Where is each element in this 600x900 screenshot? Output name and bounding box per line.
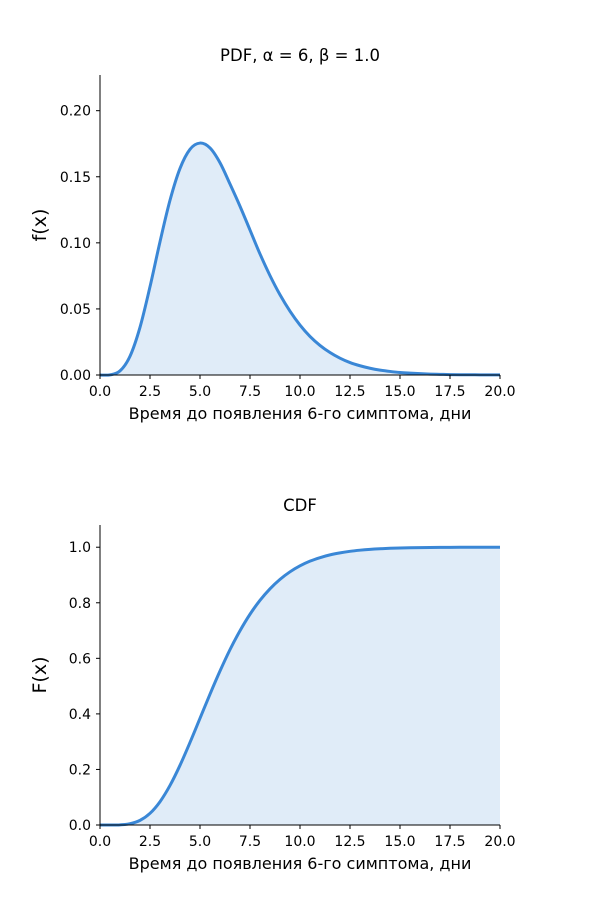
pdf-title: PDF, α = 6, β = 1.0 xyxy=(220,46,380,65)
cdf-x-tick-label: 5.0 xyxy=(189,834,211,850)
pdf-x-tick-label: 17.5 xyxy=(434,384,465,400)
pdf-y-tick-label: 0.05 xyxy=(60,302,91,318)
cdf-x-tick-label: 2.5 xyxy=(139,834,161,850)
cdf-x-tick-label: 7.5 xyxy=(239,834,261,850)
pdf-y-tick-label: 0.20 xyxy=(60,104,91,120)
pdf-x-tick-label: 2.5 xyxy=(139,384,161,400)
cdf-y-tick-label: 0.0 xyxy=(69,818,91,834)
cdf-x-tick-label: 0.0 xyxy=(89,834,111,850)
pdf-x-tick-label: 12.5 xyxy=(334,384,365,400)
pdf-x-tick-label: 15.0 xyxy=(384,384,415,400)
cdf-x-tick-label: 12.5 xyxy=(334,834,365,850)
cdf-y-tick-label: 0.6 xyxy=(69,651,91,667)
pdf-panel: 0.0 2.5 5.0 7.5 10.0 12.5 15.0 17.5 20.0 0.00 0.05… xyxy=(29,46,516,423)
pdf-y-tick-label: 0.15 xyxy=(60,170,91,186)
pdf-x-tick-label: 7.5 xyxy=(239,384,261,400)
cdf-title: CDF xyxy=(283,496,317,515)
pdf-y-axis-label: f(x) xyxy=(29,209,51,242)
cdf-x-tick-label: 17.5 xyxy=(434,834,465,850)
cdf-x-tick-label: 20.0 xyxy=(484,834,515,850)
pdf-x-axis-label: Время до появления 6-го симптома, дни xyxy=(129,404,472,423)
cdf-area-fill xyxy=(100,547,500,826)
cdf-y-tick-label: 0.2 xyxy=(69,762,91,778)
pdf-y-tick-label: 0.00 xyxy=(60,368,91,384)
cdf-x-axis-label: Время до появления 6-го симптома, дни xyxy=(129,854,472,873)
cdf-y-tick-label: 0.8 xyxy=(69,596,91,612)
cdf-y-axis-label: F(x) xyxy=(29,657,51,694)
cdf-y-tick-label: 1.0 xyxy=(69,540,91,556)
pdf-curve xyxy=(99,141,500,377)
cdf-curve xyxy=(99,545,501,827)
cdf-y-tick-label: 0.4 xyxy=(69,707,91,723)
pdf-area-fill xyxy=(100,143,500,376)
pdf-x-tick-label: 0.0 xyxy=(89,384,111,400)
pdf-x-tick-label: 20.0 xyxy=(484,384,515,400)
cdf-x-tick-label: 15.0 xyxy=(384,834,415,850)
pdf-y-tick-label: 0.10 xyxy=(60,236,91,252)
pdf-x-tick-label: 5.0 xyxy=(189,384,211,400)
pdf-x-tick-label: 10.0 xyxy=(284,384,315,400)
cdf-x-tick-label: 10.0 xyxy=(284,834,315,850)
cdf-panel: 0.0 2.5 5.0 7.5 10.0 12.5 15.0 17.5 20.0 0.0 0.2 0.… xyxy=(29,496,516,873)
